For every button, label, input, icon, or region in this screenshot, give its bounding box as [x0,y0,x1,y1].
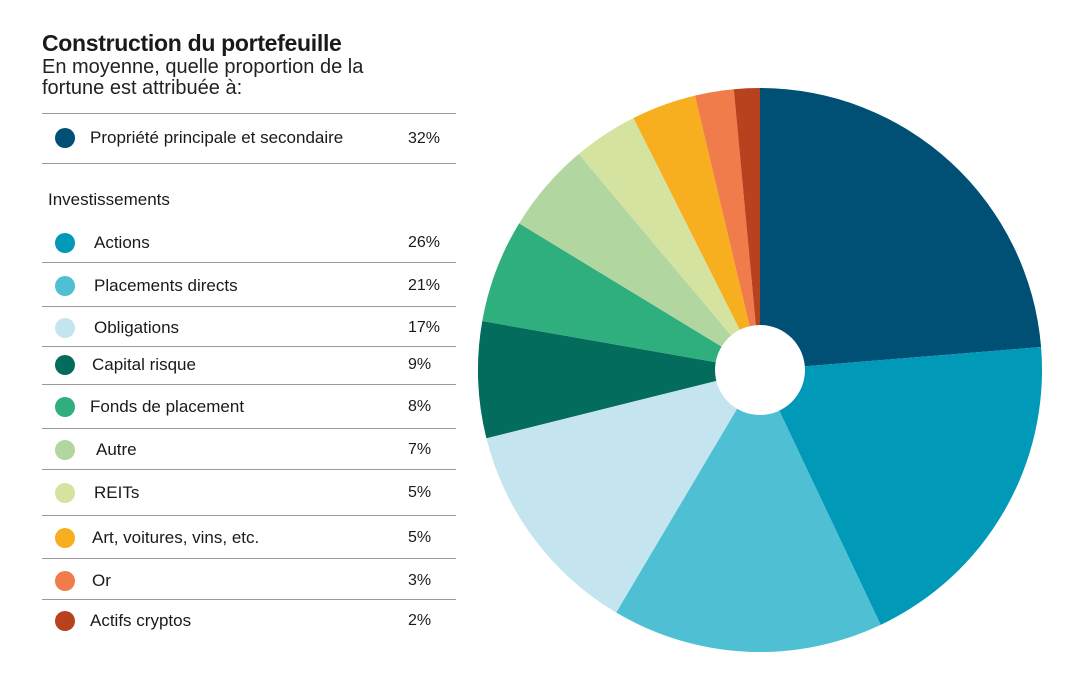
divider [42,558,456,559]
legend-label: Or [92,571,111,590]
legend-value: 2% [408,612,432,629]
pie-slice-actifs-cryptos [733,88,760,370]
legend-value: 26% [408,234,441,251]
legend-label: Propriété principale et secondaire [90,128,344,147]
legend-label: Actifs cryptos [90,611,192,630]
pie-slice-obligations [486,370,760,613]
legend-label: Art, voitures, vins, etc. [92,528,260,547]
section-label-investissements: Investissements [48,190,170,209]
legend-item-capital-risque: Capital risque 9% [42,347,456,383]
legend-item-fonds-de-placement: Fonds de placement 8% [42,389,456,425]
legend-value: 7% [408,441,432,458]
divider [42,599,456,600]
legend-value: 5% [408,529,432,546]
legend-value: 9% [408,356,432,373]
legend-swatch [55,528,75,548]
pie-slice-art-voitures-vins-etc [633,95,760,370]
divider [42,113,456,114]
chart-subtitle: En moyenne, quelle proportion de la fort… [42,56,364,99]
legend-value: 17% [408,319,441,336]
pie-slice-placements-directs [616,370,881,652]
legend-value: 32% [408,130,441,147]
legend-item-art-voitures-vins: Art, voitures, vins, etc. 5% [42,520,456,556]
legend-item-placements-directs: Placements directs 21% [42,268,456,304]
divider [42,428,456,429]
divider [42,346,456,347]
legend-swatch [55,233,75,253]
legend-swatch [55,483,75,503]
legend-swatch [55,355,75,375]
legend-value: 8% [408,398,432,415]
legend-label: Fonds de placement [90,397,245,416]
pie-center-hole [715,325,805,415]
legend-swatch [55,571,75,591]
pie-chart [477,88,1043,652]
legend-item-reits: REITs 5% [42,475,456,511]
legend-swatch [55,397,75,417]
pie-slice-autre [519,153,760,370]
legend-item-actions: Actions 26% [42,225,456,261]
legend-label: Capital risque [92,355,196,374]
pie-slice-fonds-de-placement [482,223,760,370]
legend-label: Autre [96,440,137,459]
chart-title: Construction du portefeuille [42,30,342,56]
pie-slice-propriete-principale-et-secondaire [760,88,1042,370]
legend-value: 5% [408,484,432,501]
legend-swatch [55,611,75,631]
legend-label: Placements directs [94,276,238,295]
legend-label: Obligations [94,318,180,337]
pie-slice-or [694,89,760,370]
legend-label: REITs [94,483,140,502]
legend-swatch [55,440,75,460]
legend-value: 3% [408,572,432,589]
legend-label: Actions [94,233,150,252]
divider [42,384,456,385]
pie-slice-actions [760,347,1043,625]
divider [42,262,456,263]
pie-slice-reits [578,118,760,370]
pie-slice-capital-risque [477,321,760,439]
divider [42,163,456,164]
legend-value: 21% [408,277,441,294]
legend-swatch [55,276,75,296]
legend-item-or: Or 3% [42,563,456,599]
legend-item-propriete: Propriété principale et secondaire 32% [42,120,456,156]
legend-swatch [55,318,75,338]
divider [42,469,456,470]
legend-item-obligations: Obligations 17% [42,310,456,346]
legend-swatch [55,128,75,148]
divider [42,515,456,516]
divider [42,306,456,307]
legend-item-actifs-cryptos: Actifs cryptos 2% [42,603,456,639]
legend-item-autre: Autre 7% [42,432,456,468]
